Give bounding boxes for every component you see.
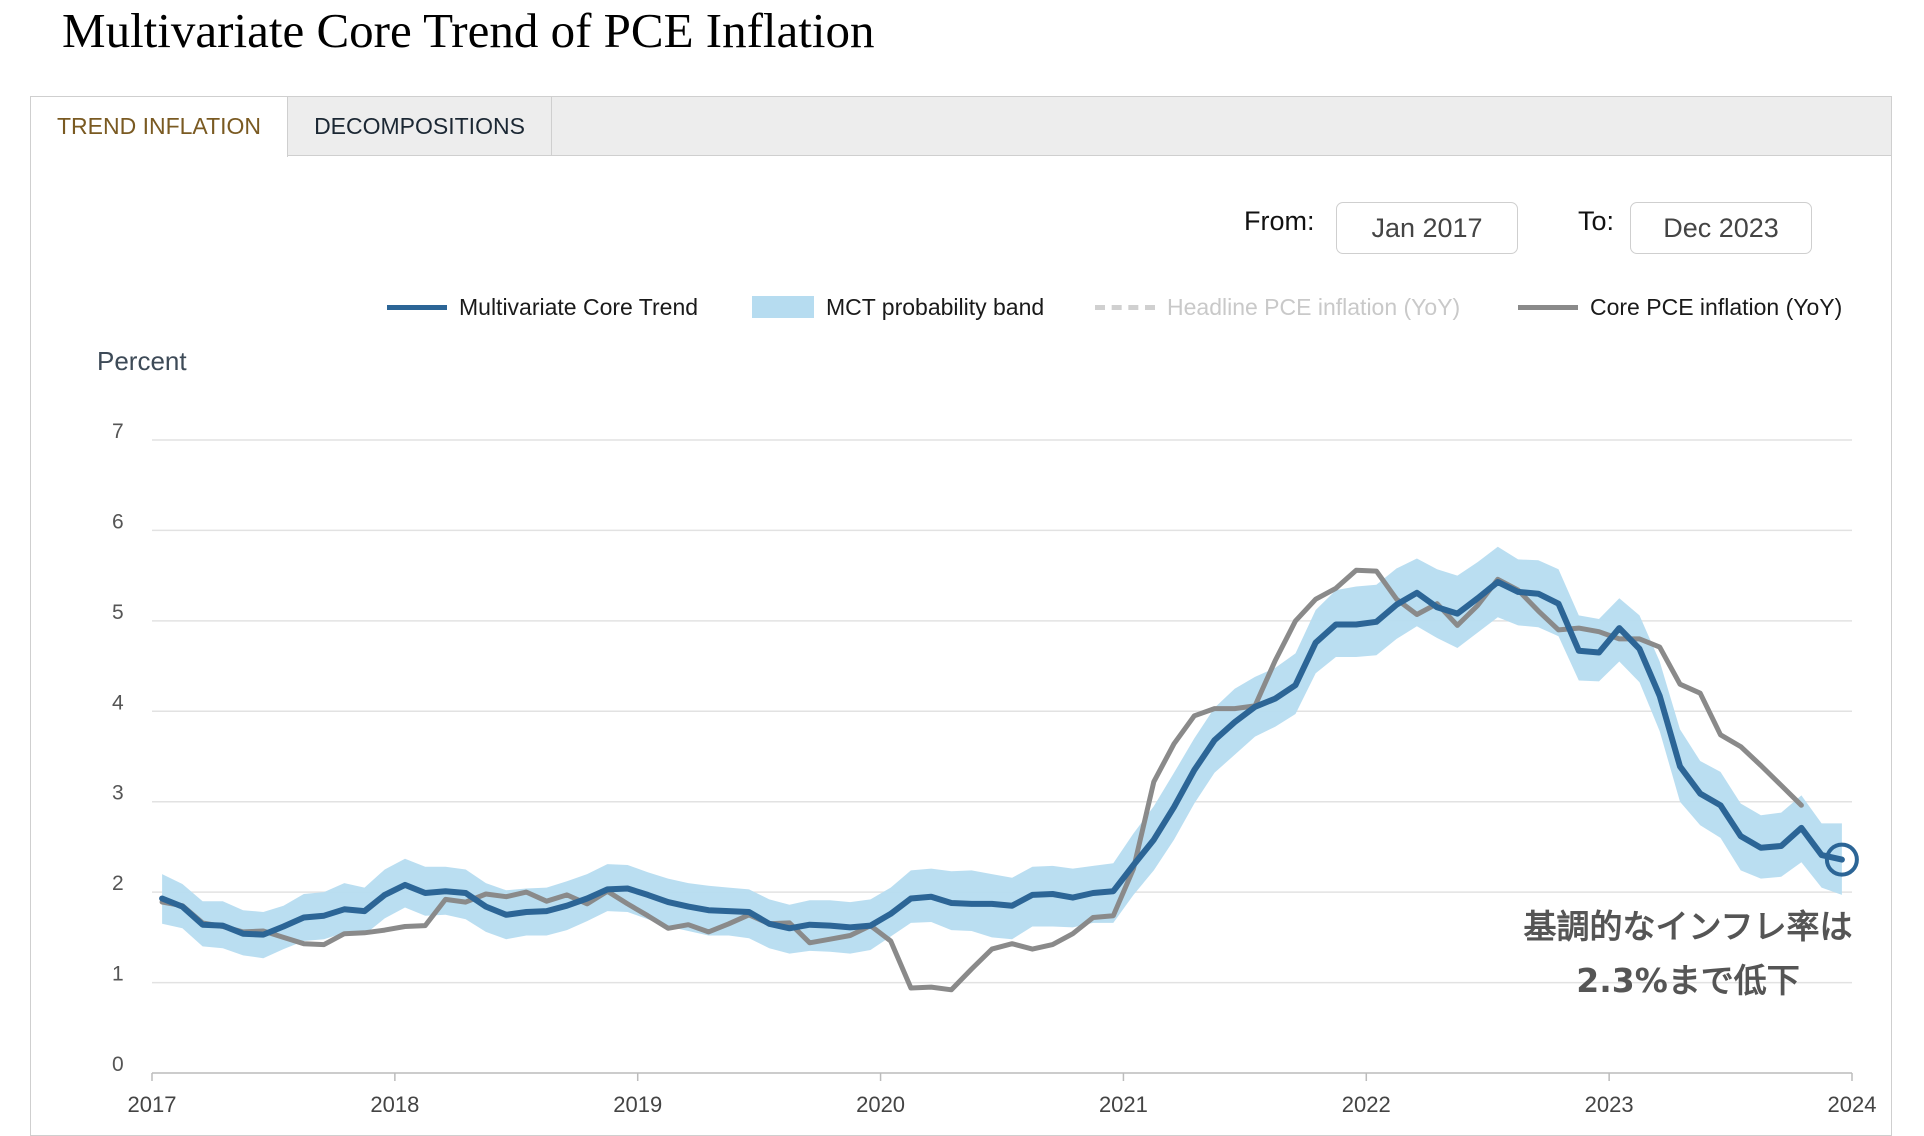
core-pce-line	[159, 567, 1804, 993]
legend-label-band: MCT probability band	[826, 293, 1045, 320]
to-label: To:	[1578, 206, 1615, 236]
annotation: 基調的なインフレ率は 2.3%まで低下	[1523, 907, 1852, 1000]
legend-label-headline: Headline PCE inflation (YoY)	[1167, 293, 1461, 320]
to-date-button[interactable]: Dec 2023	[1630, 202, 1812, 254]
x-tick-label: 2017	[128, 1092, 177, 1114]
x-axis: 2017 2018 2019 2020 2021 2022 2023 2024	[128, 1072, 1877, 1114]
y-tick-label: 2	[112, 872, 124, 895]
x-tick-label: 2018	[370, 1092, 419, 1114]
x-tick-label: 2020	[856, 1092, 905, 1114]
plot-area	[159, 546, 1859, 993]
legend-item-core[interactable]: Core PCE inflation (YoY)	[1518, 292, 1842, 322]
core-line-swatch	[1518, 304, 1578, 310]
annotation-line-1: 基調的なインフレ率は	[1523, 907, 1852, 946]
x-tick-label: 2021	[1099, 1092, 1148, 1114]
y-tick-label: 5	[112, 601, 124, 624]
annotation-line-2: 2.3%まで低下	[1576, 961, 1800, 1000]
multivariate-core-trend-line	[159, 579, 1845, 938]
y-axis-label: Percent	[97, 346, 187, 376]
legend-item-band[interactable]: MCT probability band	[752, 292, 1044, 322]
y-tick-label: 4	[112, 691, 124, 714]
legend-item-trend[interactable]: Multivariate Core Trend	[387, 292, 698, 322]
x-tick-label: 2022	[1342, 1092, 1391, 1114]
tab-bar: TREND INFLATION DECOMPOSITIONS	[31, 97, 1891, 157]
from-label: From:	[1244, 206, 1315, 236]
x-tick-label: 2023	[1585, 1092, 1634, 1114]
y-tick-label: 6	[112, 510, 124, 533]
mct-probability-band	[162, 546, 1842, 959]
band-swatch	[752, 296, 814, 318]
y-tick-labels: 0 1 2 3 4 5 6 7	[112, 420, 124, 1076]
legend-item-headline[interactable]: Headline PCE inflation (YoY)	[1095, 292, 1460, 322]
legend-label-core: Core PCE inflation (YoY)	[1590, 293, 1843, 320]
from-date-button[interactable]: Jan 2017	[1336, 202, 1518, 254]
y-tick-label: 7	[112, 420, 124, 443]
tab-trend-inflation[interactable]: TREND INFLATION	[31, 97, 288, 157]
legend-label-trend: Multivariate Core Trend	[459, 293, 699, 320]
latest-value-marker	[1824, 842, 1859, 877]
y-tick-label: 1	[112, 963, 124, 986]
headline-dash-swatch	[1095, 304, 1155, 310]
x-tick-label: 2019	[613, 1092, 662, 1114]
page-title: Multivariate Core Trend of PCE Inflation	[62, 3, 875, 58]
x-tick-label: 2024	[1828, 1092, 1877, 1114]
y-tick-label: 3	[112, 782, 124, 805]
trend-line-swatch	[387, 304, 447, 310]
y-tick-label: 0	[112, 1053, 124, 1076]
tab-decompositions[interactable]: DECOMPOSITIONS	[288, 97, 552, 156]
